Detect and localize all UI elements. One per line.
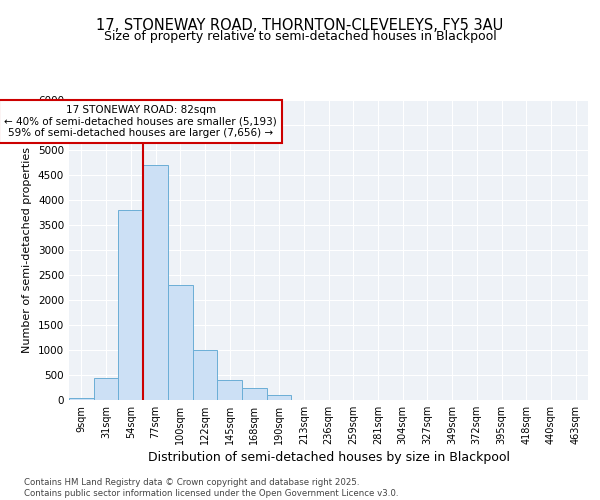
Bar: [242, 388, 267, 400]
Bar: [193, 350, 217, 400]
Text: Size of property relative to semi-detached houses in Blackpool: Size of property relative to semi-detach…: [104, 30, 496, 43]
X-axis label: Distribution of semi-detached houses by size in Blackpool: Distribution of semi-detached houses by …: [148, 451, 509, 464]
Bar: [118, 210, 143, 400]
Text: 17, STONEWAY ROAD, THORNTON-CLEVELEYS, FY5 3AU: 17, STONEWAY ROAD, THORNTON-CLEVELEYS, F…: [97, 18, 503, 32]
Bar: [267, 395, 292, 400]
Bar: [217, 380, 242, 400]
Text: 17 STONEWAY ROAD: 82sqm
← 40% of semi-detached houses are smaller (5,193)
59% of: 17 STONEWAY ROAD: 82sqm ← 40% of semi-de…: [4, 105, 277, 138]
Text: Contains HM Land Registry data © Crown copyright and database right 2025.
Contai: Contains HM Land Registry data © Crown c…: [24, 478, 398, 498]
Bar: [69, 398, 94, 400]
Y-axis label: Number of semi-detached properties: Number of semi-detached properties: [22, 147, 32, 353]
Bar: [168, 285, 193, 400]
Bar: [143, 165, 168, 400]
Bar: [94, 378, 118, 400]
